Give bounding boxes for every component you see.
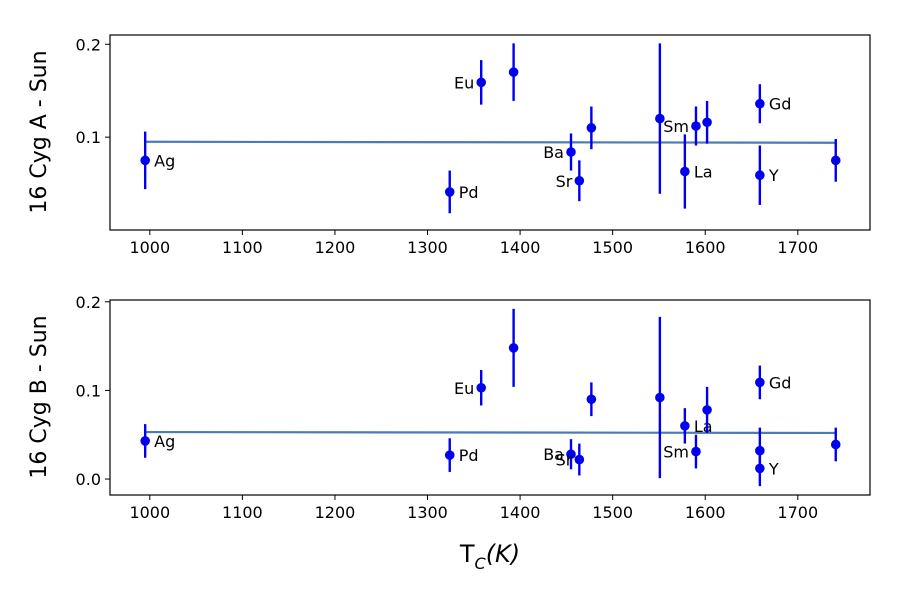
point-label: La — [694, 417, 713, 436]
point-label: Pd — [459, 183, 479, 202]
point-label: Gd — [769, 373, 792, 392]
y-axis-label: 16 Cyg B - Sun — [27, 315, 52, 478]
point-label: Ag — [154, 151, 175, 170]
x-tick-label: 1700 — [777, 238, 818, 257]
plot-frame — [109, 34, 871, 231]
fit-line-group — [145, 140, 836, 144]
data-point — [680, 166, 690, 177]
fit-line — [145, 430, 836, 435]
x-ticks: 1000 1100 1200 1300 1400 1500 1600 1700 — [129, 495, 818, 522]
x-axis-label-sub: C — [475, 554, 487, 573]
x-axis-label-unit: (K) — [486, 540, 520, 568]
point-label: Eu — [454, 73, 474, 92]
point-label: Sr — [556, 172, 573, 191]
data-point — [574, 454, 585, 465]
point-label: Ag — [154, 432, 175, 451]
data-point — [755, 98, 765, 109]
point-label: Gd — [769, 95, 792, 114]
data-point — [755, 463, 765, 474]
point-label: Y — [768, 459, 779, 478]
x-tick-label: 1300 — [407, 503, 448, 522]
data-point — [444, 187, 455, 197]
y-tick-label: 0.2 — [76, 35, 101, 54]
data-point — [574, 175, 585, 186]
point-label: La — [694, 163, 713, 182]
x-ticks: 1000 1100 1200 1300 1400 1500 1600 1700 — [129, 230, 818, 257]
x-tick-label: 1100 — [222, 238, 263, 257]
x-axis-label-main: T — [459, 540, 475, 568]
data-point — [140, 436, 150, 446]
data-point — [586, 123, 597, 133]
x-tick-label: 1600 — [685, 238, 726, 257]
data-point — [702, 117, 712, 128]
data-point — [680, 421, 690, 431]
y-ticks: 0.0 0.1 0.2 — [76, 293, 110, 489]
y-ticks: 0.1 0.2 — [76, 35, 110, 147]
x-tick-label: 1100 — [222, 503, 263, 522]
point-label: Ba — [543, 445, 564, 464]
data-point — [655, 392, 665, 403]
point-label: Sr — [556, 451, 573, 470]
x-tick-label: 1700 — [777, 503, 818, 522]
point-label: Y — [768, 166, 779, 185]
x-tick-label: 1300 — [407, 238, 448, 257]
data-point — [702, 405, 712, 415]
data-point — [508, 67, 519, 77]
x-tick-label: 1400 — [500, 238, 541, 257]
fit-line — [145, 140, 836, 144]
plot-frame — [109, 299, 871, 496]
data-point — [444, 450, 455, 460]
data-point — [830, 155, 841, 166]
point-label: Eu — [454, 379, 474, 398]
y-tick-label: 0.2 — [76, 293, 101, 312]
data-point — [476, 382, 487, 393]
data-point — [755, 170, 765, 181]
x-tick-label: 1600 — [685, 503, 726, 522]
panel-16-cyg-b: 1000 1100 1200 1300 1400 1500 1600 1700 0.00.10… — [27, 293, 871, 522]
x-axis-label: TC(K) — [459, 540, 520, 573]
y-tick-label: 0.1 — [76, 381, 101, 400]
data-point — [586, 394, 597, 405]
data-point — [691, 121, 701, 131]
data-point — [655, 113, 665, 124]
data-point — [755, 377, 765, 388]
point-label: Ba — [543, 143, 564, 162]
panel-16-cyg-a: 1000 1100 1200 1300 1400 1500 1600 1700 0.10.2 … — [27, 34, 871, 257]
x-tick-label: 1000 — [129, 238, 170, 257]
fit-line-group — [145, 430, 836, 435]
data-point — [566, 147, 576, 157]
data-point — [566, 449, 576, 460]
data-point — [691, 446, 701, 457]
x-tick-label: 1400 — [500, 503, 541, 522]
y-tick-label: 0.0 — [76, 470, 101, 489]
data-point — [476, 77, 487, 88]
x-tick-label: 1200 — [315, 503, 356, 522]
data-points: Ag Pd Eu Ba Sr La Sm Gd Y — [140, 43, 841, 214]
x-tick-label: 1500 — [592, 503, 633, 522]
data-point — [140, 155, 150, 166]
point-label: Sm — [663, 117, 689, 136]
data-point — [830, 439, 841, 450]
y-axis-label: 16 Cyg A - Sun — [27, 50, 52, 213]
point-label: Sm — [663, 443, 689, 462]
data-point — [508, 343, 519, 353]
x-tick-label: 1000 — [129, 503, 170, 522]
y-tick-label: 0.1 — [76, 128, 101, 147]
point-label: Pd — [459, 446, 479, 465]
x-tick-label: 1500 — [592, 238, 633, 257]
x-tick-label: 1200 — [315, 238, 356, 257]
